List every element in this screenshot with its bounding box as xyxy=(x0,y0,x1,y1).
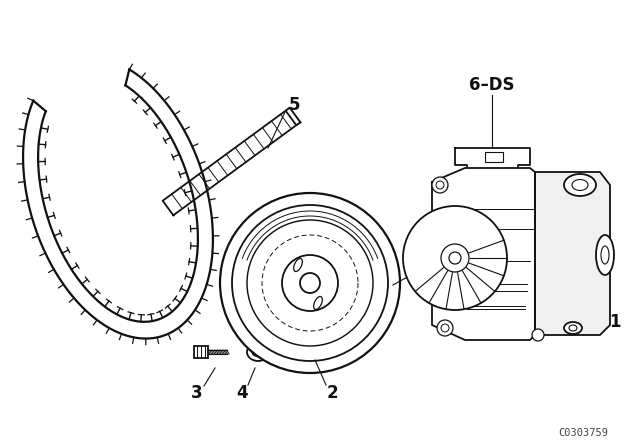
Text: 5: 5 xyxy=(289,96,301,114)
Ellipse shape xyxy=(294,258,302,271)
Text: 4: 4 xyxy=(236,384,248,402)
Ellipse shape xyxy=(564,174,596,196)
Polygon shape xyxy=(535,172,610,335)
Circle shape xyxy=(403,206,507,310)
Bar xyxy=(194,346,208,358)
Ellipse shape xyxy=(314,297,323,310)
Text: 2: 2 xyxy=(326,384,338,402)
Circle shape xyxy=(437,320,453,336)
Polygon shape xyxy=(285,108,300,125)
Text: 6–DS: 6–DS xyxy=(469,76,515,94)
Text: C0303759: C0303759 xyxy=(558,428,608,438)
Circle shape xyxy=(220,193,400,373)
Circle shape xyxy=(432,177,448,193)
Polygon shape xyxy=(432,168,535,340)
Ellipse shape xyxy=(596,235,614,275)
Circle shape xyxy=(532,329,544,341)
Text: 3: 3 xyxy=(191,384,203,402)
Bar xyxy=(485,152,503,162)
Circle shape xyxy=(282,255,338,311)
Text: 1: 1 xyxy=(609,313,621,331)
Ellipse shape xyxy=(564,322,582,334)
Ellipse shape xyxy=(247,343,269,361)
